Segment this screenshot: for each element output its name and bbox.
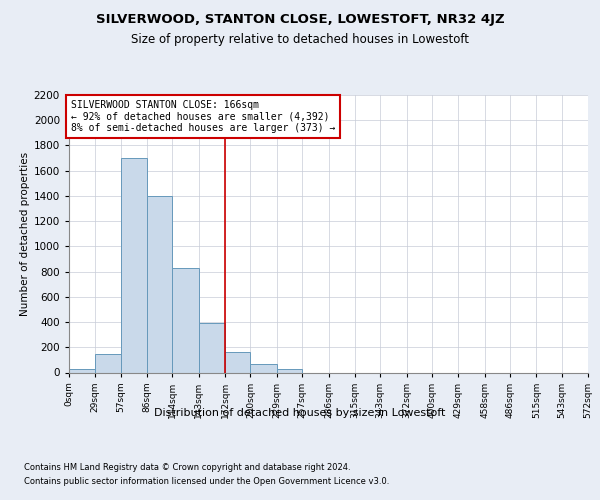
Bar [277,368,302,372]
Y-axis label: Number of detached properties: Number of detached properties [20,152,29,316]
Text: Contains public sector information licensed under the Open Government Licence v3: Contains public sector information licen… [24,478,389,486]
Bar [121,158,147,372]
Bar [69,368,95,372]
Text: Contains HM Land Registry data © Crown copyright and database right 2024.: Contains HM Land Registry data © Crown c… [24,462,350,471]
Bar [199,324,225,372]
Bar [225,352,250,372]
Bar [250,364,277,372]
Text: SILVERWOOD STANTON CLOSE: 166sqm
← 92% of detached houses are smaller (4,392)
8%: SILVERWOOD STANTON CLOSE: 166sqm ← 92% o… [71,100,335,133]
Bar [172,268,199,372]
Bar [147,196,172,372]
Bar [95,354,121,372]
Text: Distribution of detached houses by size in Lowestoft: Distribution of detached houses by size … [154,408,446,418]
Text: SILVERWOOD, STANTON CLOSE, LOWESTOFT, NR32 4JZ: SILVERWOOD, STANTON CLOSE, LOWESTOFT, NR… [95,12,505,26]
Text: Size of property relative to detached houses in Lowestoft: Size of property relative to detached ho… [131,32,469,46]
